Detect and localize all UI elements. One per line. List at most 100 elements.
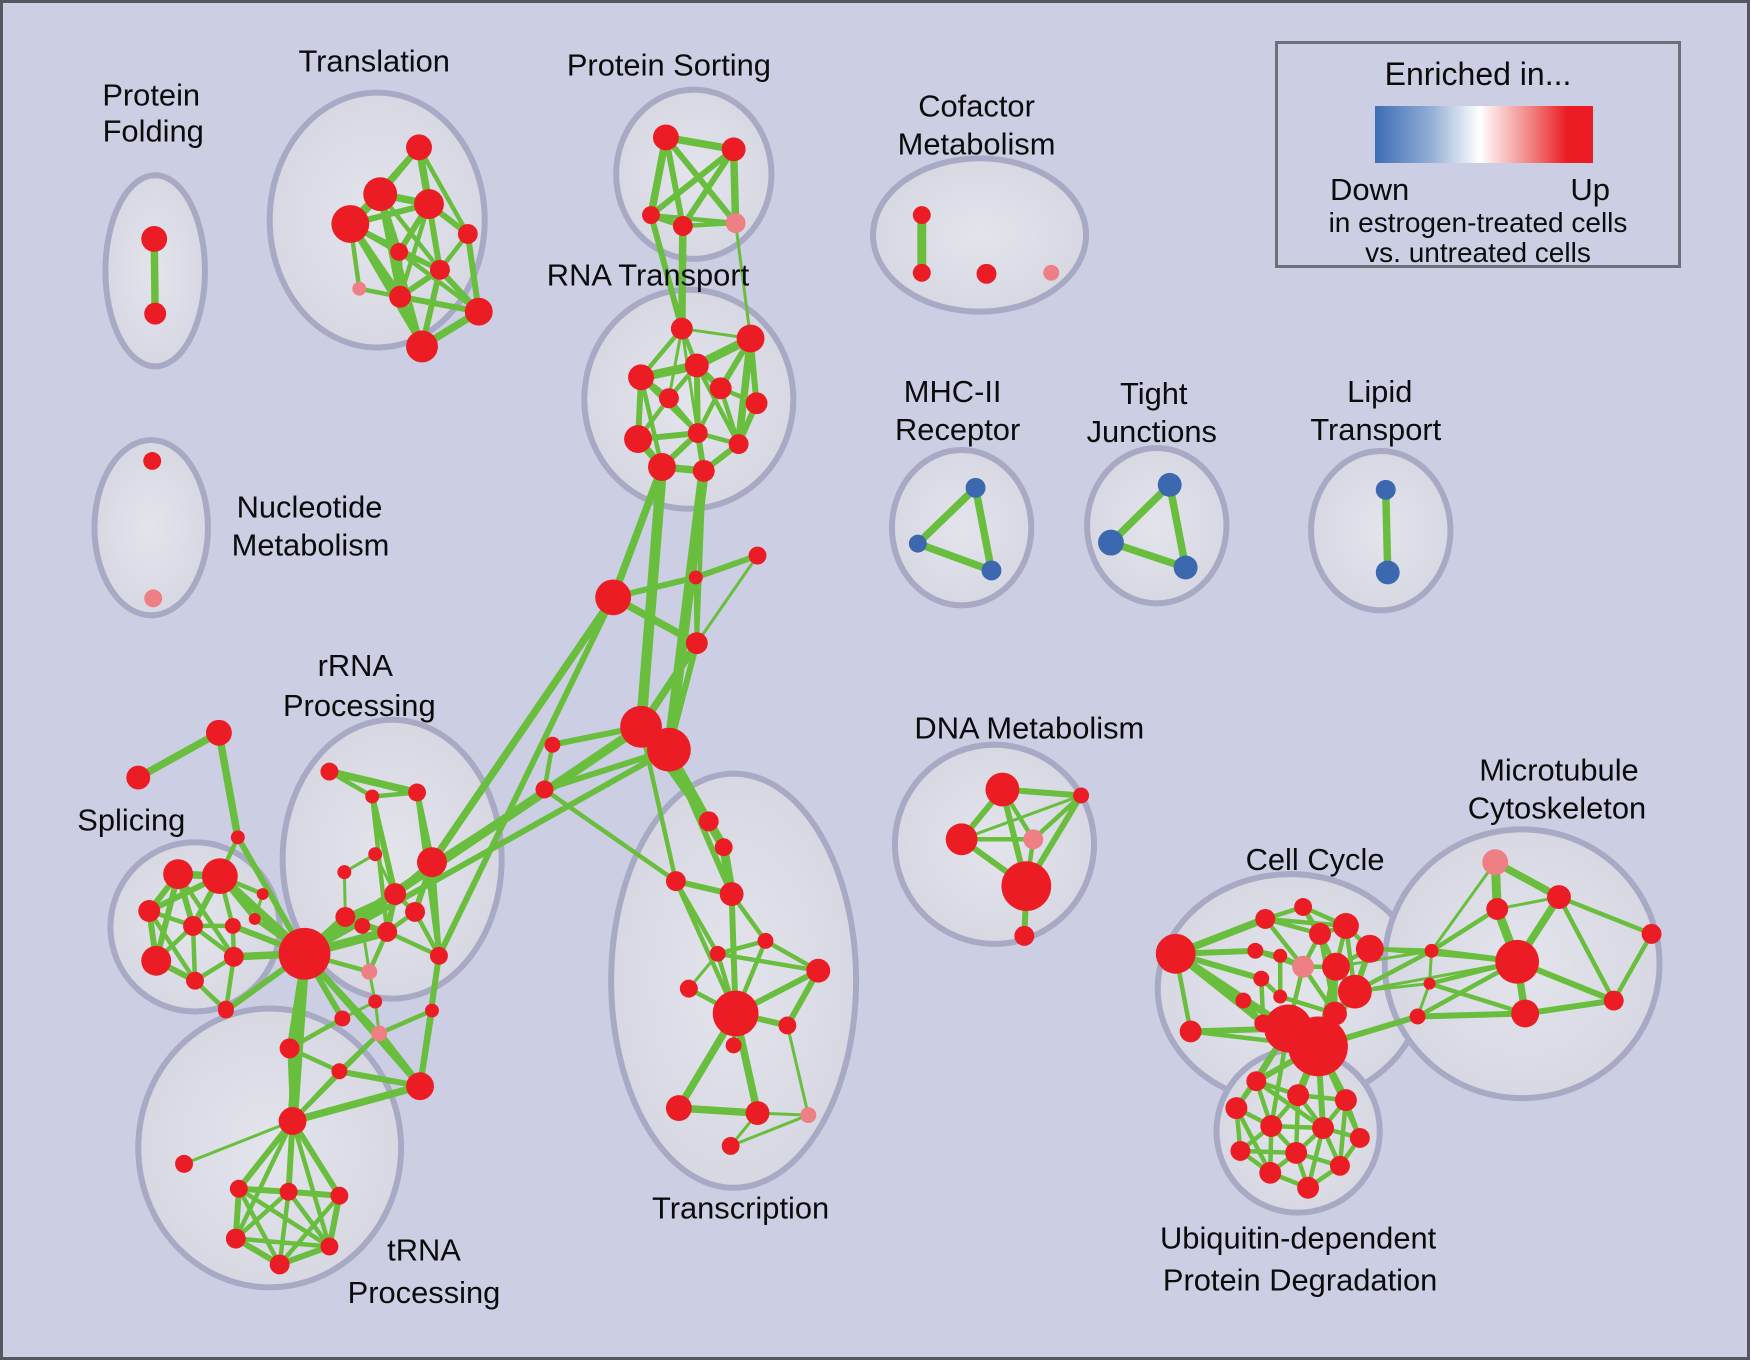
node-RT1[interactable]	[670, 317, 693, 340]
node-L1[interactable]	[544, 736, 561, 753]
node-U9[interactable]	[1285, 1141, 1308, 1164]
node-C4[interactable]	[1294, 898, 1313, 916]
node-TN4[interactable]	[330, 1186, 349, 1205]
node-U12[interactable]	[1297, 1176, 1320, 1199]
node-C14[interactable]	[1273, 989, 1288, 1004]
node-RR17[interactable]	[331, 1063, 348, 1080]
node-RR20[interactable]	[408, 783, 426, 802]
node-T9[interactable]	[389, 285, 412, 308]
node-C5[interactable]	[1309, 922, 1331, 945]
node-U7[interactable]	[1349, 1128, 1370, 1148]
node-J4[interactable]	[685, 632, 708, 655]
node-J3[interactable]	[748, 546, 767, 565]
node-SP1[interactable]	[163, 859, 194, 890]
node-SB[interactable]	[126, 765, 151, 790]
node-PS4[interactable]	[672, 216, 693, 236]
node-RR11[interactable]	[334, 1010, 351, 1027]
node-M1[interactable]	[1482, 849, 1509, 876]
node-SA[interactable]	[205, 719, 232, 746]
node-RT2[interactable]	[736, 324, 765, 353]
node-RR14[interactable]	[424, 1003, 439, 1018]
node-TR2[interactable]	[714, 838, 733, 857]
node-CM1[interactable]	[912, 206, 931, 225]
node-PS3[interactable]	[642, 206, 660, 225]
node-D2[interactable]	[1073, 787, 1090, 804]
node-MH3[interactable]	[981, 560, 1002, 581]
node-SP7[interactable]	[223, 946, 244, 967]
node-RR6[interactable]	[384, 883, 407, 906]
node-C8[interactable]	[1247, 942, 1264, 959]
node-TR4[interactable]	[719, 882, 744, 906]
node-RT6[interactable]	[745, 392, 768, 415]
node-TR3[interactable]	[665, 871, 686, 892]
node-U10[interactable]	[1329, 1155, 1350, 1176]
node-TN6[interactable]	[320, 1237, 339, 1256]
node-D4[interactable]	[1023, 829, 1044, 850]
node-U5[interactable]	[1260, 1115, 1283, 1137]
node-SP10[interactable]	[256, 888, 269, 901]
node-CM4[interactable]	[1043, 264, 1060, 281]
node-T7[interactable]	[429, 259, 450, 280]
node-RR18[interactable]	[320, 762, 339, 781]
node-MH2[interactable]	[908, 534, 927, 553]
node-C1[interactable]	[1155, 933, 1196, 974]
node-RR10[interactable]	[429, 946, 448, 965]
node-D6[interactable]	[1014, 925, 1035, 946]
node-U4[interactable]	[1225, 1097, 1248, 1120]
node-RR13[interactable]	[371, 1025, 388, 1042]
node-RR19[interactable]	[365, 789, 380, 804]
node-TN7[interactable]	[269, 1254, 290, 1275]
node-U11[interactable]	[1259, 1161, 1282, 1184]
node-RR15[interactable]	[406, 1072, 434, 1101]
node-SP5[interactable]	[224, 917, 241, 934]
node-RR9[interactable]	[361, 963, 378, 980]
node-RR8[interactable]	[417, 847, 447, 878]
node-RR12[interactable]	[368, 994, 383, 1009]
node-RR16[interactable]	[279, 1038, 300, 1059]
node-U8[interactable]	[1230, 1140, 1251, 1161]
node-TR14[interactable]	[800, 1107, 817, 1124]
node-MH1[interactable]	[965, 477, 986, 498]
node-M2[interactable]	[1547, 885, 1571, 909]
node-C16[interactable]	[1337, 974, 1372, 1009]
node-C7[interactable]	[1355, 934, 1384, 963]
node-TR11[interactable]	[725, 1037, 742, 1054]
node-TR6[interactable]	[709, 945, 726, 962]
node-NU1[interactable]	[143, 452, 162, 470]
node-M4[interactable]	[1495, 939, 1540, 984]
node-TR12[interactable]	[665, 1095, 692, 1122]
node-PF1[interactable]	[141, 226, 168, 252]
node-CM2[interactable]	[912, 263, 931, 282]
node-M6[interactable]	[1603, 990, 1624, 1011]
node-SP3[interactable]	[138, 900, 161, 922]
node-TN3[interactable]	[279, 1182, 298, 1201]
node-RT5[interactable]	[709, 377, 732, 400]
node-RT4[interactable]	[684, 353, 709, 378]
node-M3[interactable]	[1486, 898, 1509, 920]
node-HUB[interactable]	[278, 927, 331, 980]
node-TN5[interactable]	[225, 1228, 246, 1249]
node-C2[interactable]	[1179, 1020, 1202, 1043]
node-PF2[interactable]	[144, 302, 167, 325]
node-T6[interactable]	[390, 242, 409, 261]
node-SP8[interactable]	[186, 971, 204, 990]
node-RT9[interactable]	[687, 423, 708, 444]
node-LT1[interactable]	[1375, 479, 1396, 500]
node-TR13[interactable]	[745, 1101, 770, 1126]
node-SP11[interactable]	[248, 912, 261, 925]
node-C19[interactable]	[1288, 1016, 1348, 1077]
node-T11[interactable]	[406, 330, 438, 363]
node-C13[interactable]	[1235, 992, 1252, 1009]
node-TJ2[interactable]	[1098, 529, 1124, 556]
node-RT8[interactable]	[624, 425, 652, 454]
node-RR4[interactable]	[354, 917, 371, 934]
node-LT2[interactable]	[1375, 560, 1400, 585]
node-TR9[interactable]	[712, 990, 759, 1037]
node-TR7[interactable]	[806, 958, 831, 983]
node-C10[interactable]	[1292, 955, 1315, 978]
node-RT7[interactable]	[658, 388, 679, 409]
node-T10[interactable]	[464, 297, 493, 326]
node-T1[interactable]	[406, 134, 432, 161]
node-PS5[interactable]	[725, 213, 746, 233]
node-MC3[interactable]	[1409, 1008, 1426, 1025]
